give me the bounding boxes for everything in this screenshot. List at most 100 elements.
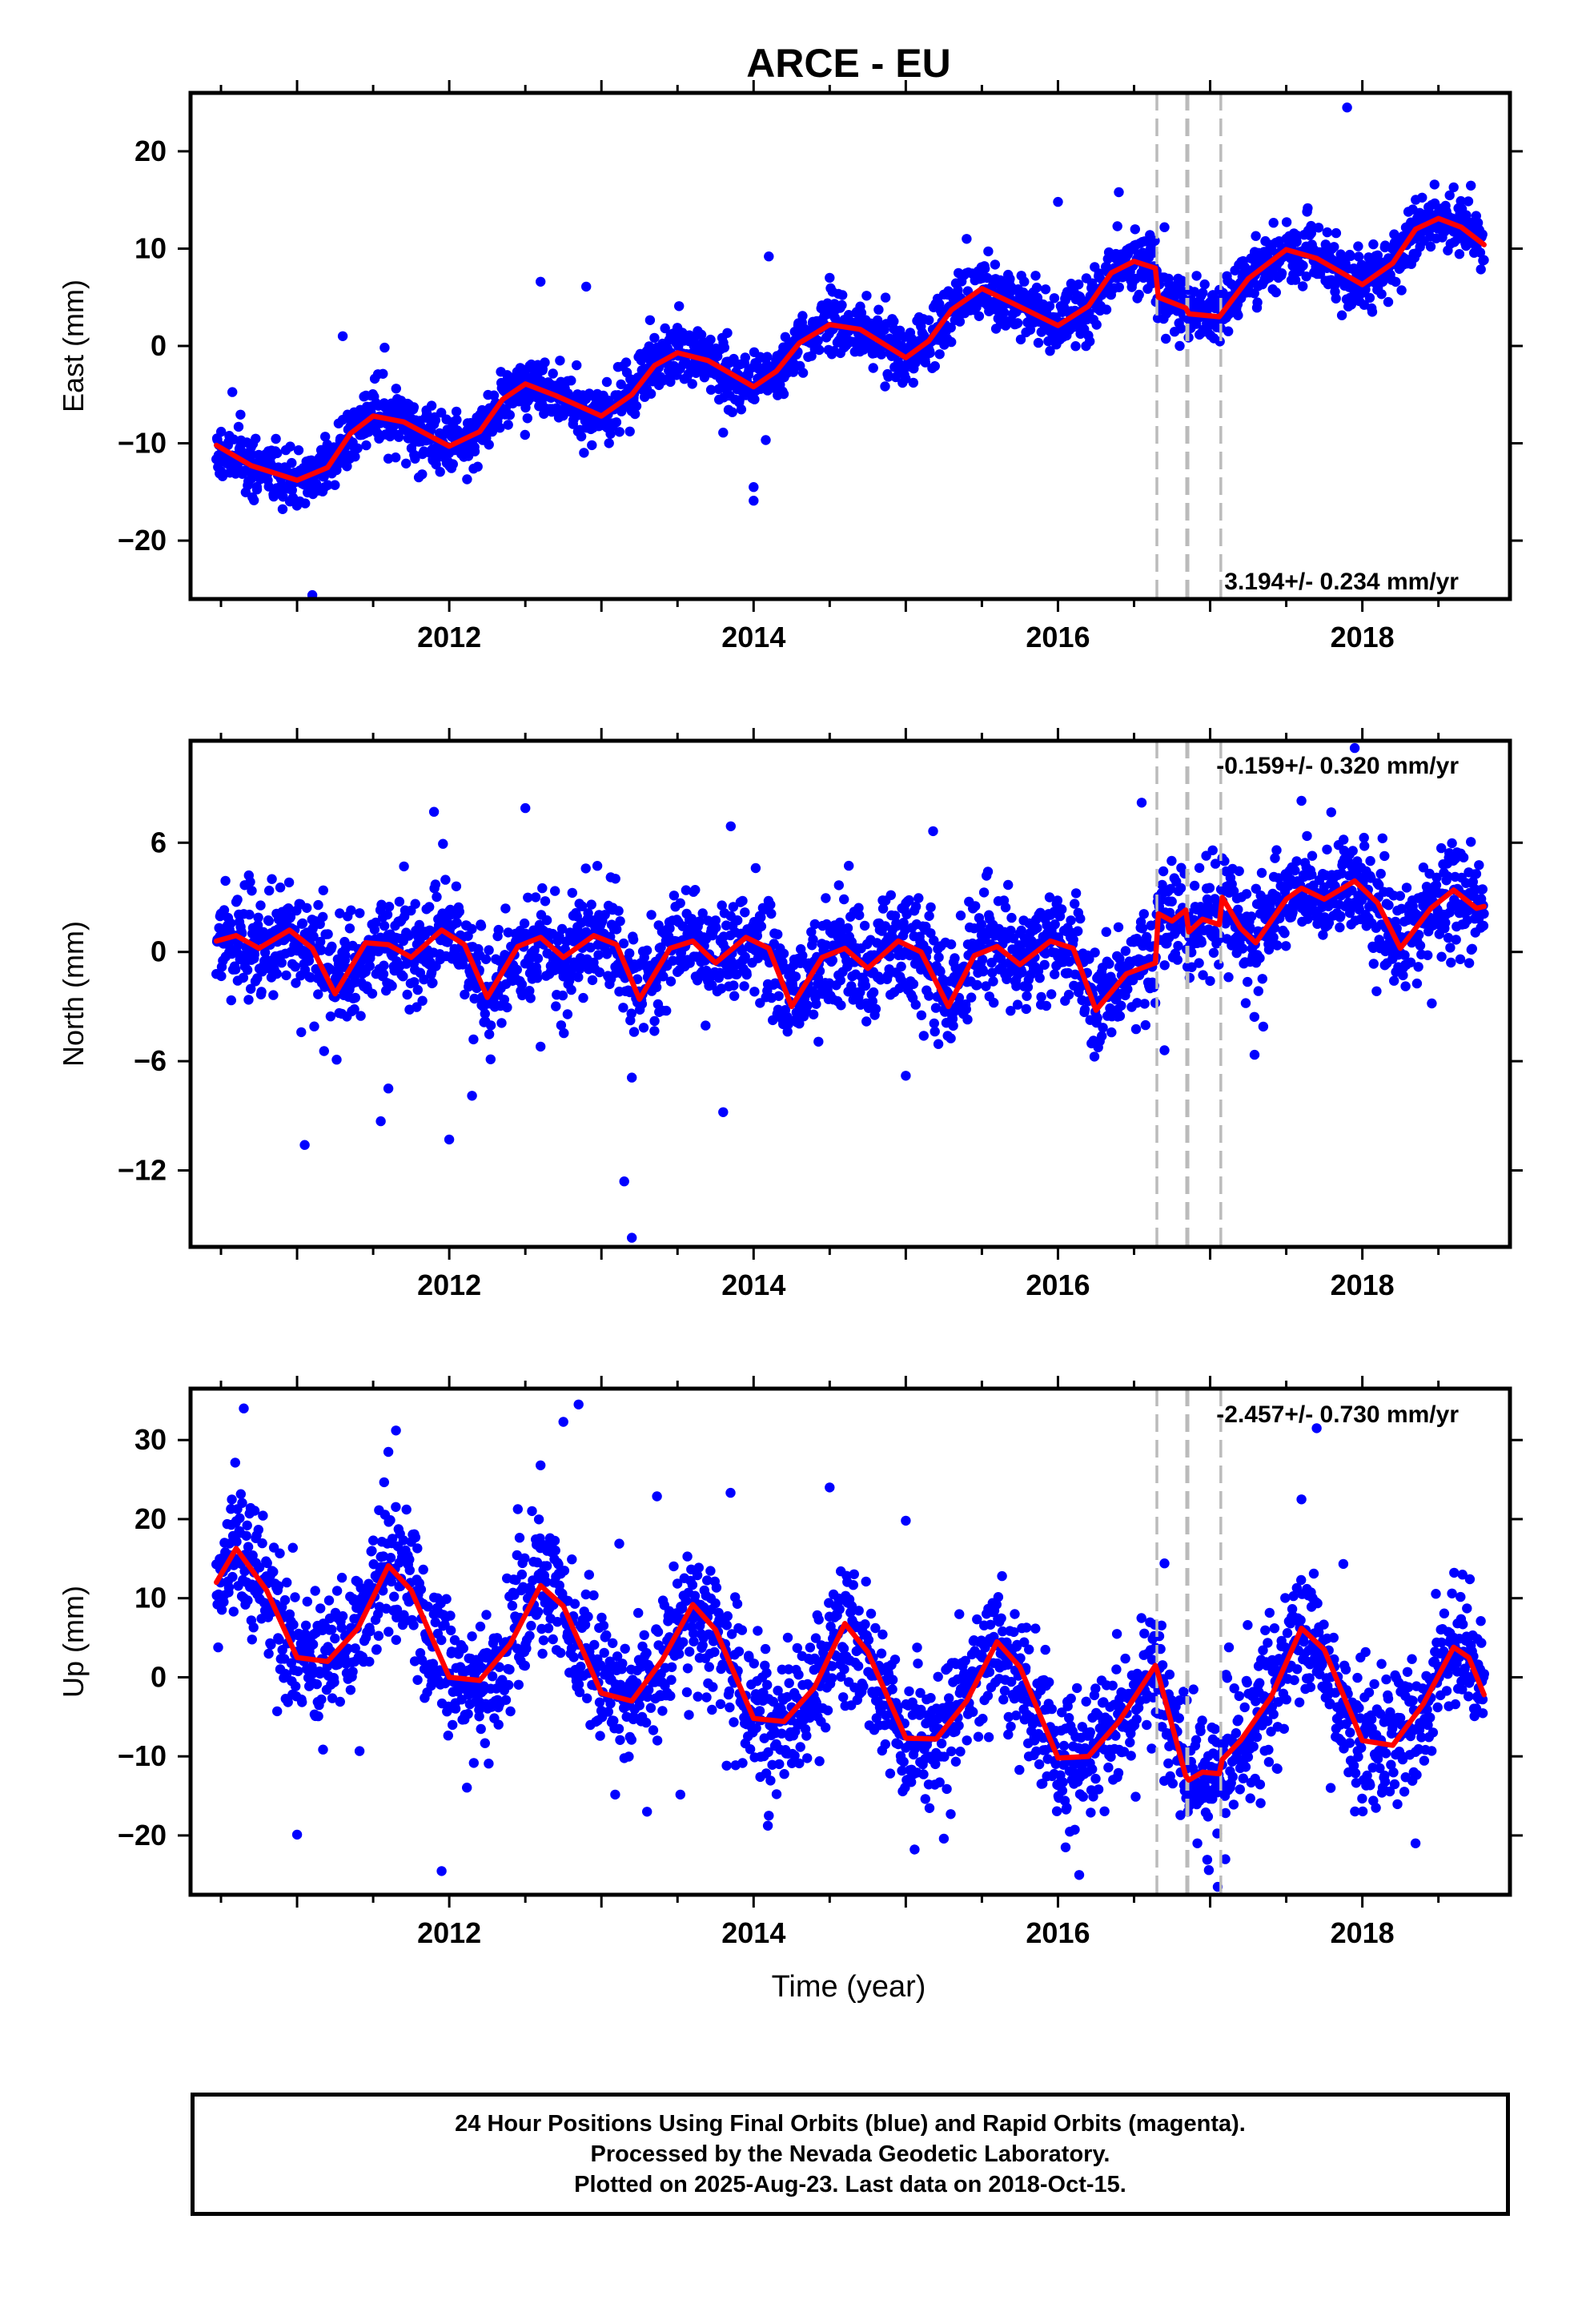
north-point (1479, 908, 1489, 919)
east-point (1456, 195, 1466, 207)
up-point (241, 1530, 251, 1542)
north-point (1405, 957, 1416, 968)
east-point (495, 423, 505, 433)
east-point (251, 433, 261, 444)
north-point (1396, 903, 1407, 915)
north-point (325, 1011, 336, 1022)
east-point (300, 498, 311, 509)
north-point (457, 959, 468, 970)
north-point (520, 802, 531, 814)
north-point (1006, 925, 1016, 936)
north-point (1436, 951, 1447, 962)
north-point (739, 981, 749, 991)
north-point (933, 1039, 944, 1049)
north-point (323, 929, 333, 939)
east-point (1331, 293, 1341, 304)
north-point (756, 921, 767, 931)
north-point (530, 892, 541, 903)
north-point (1186, 962, 1197, 972)
east-point (330, 480, 340, 490)
north-point (556, 1020, 567, 1031)
east-y-tick-label: 10 (135, 231, 167, 264)
east-point (889, 316, 899, 327)
north-point (811, 999, 821, 1009)
north-point (710, 915, 721, 926)
east-point (880, 381, 890, 392)
north-point (276, 958, 287, 968)
east-point (1112, 221, 1122, 231)
north-x-tick-label: 2016 (1026, 1269, 1090, 1301)
north-point (1377, 833, 1388, 844)
east-point (990, 259, 1001, 270)
north-point (267, 874, 277, 884)
east-point (555, 356, 565, 366)
north-point (661, 1005, 672, 1016)
east-point (624, 426, 635, 436)
north-point (566, 984, 576, 995)
north-point (346, 905, 356, 915)
north-point (263, 915, 274, 927)
east-point (1268, 218, 1279, 228)
north-point (523, 892, 533, 903)
north-point (402, 989, 412, 1000)
east-y-tick-label: −20 (118, 524, 167, 557)
north-point (946, 1033, 956, 1043)
north-point (1204, 883, 1215, 893)
east-point (1030, 271, 1041, 281)
north-point (740, 951, 750, 963)
north-point (833, 880, 845, 891)
east-point (1463, 196, 1474, 207)
north-point (281, 970, 291, 981)
north-point (1245, 922, 1255, 933)
east-point (1045, 346, 1055, 356)
east-point (235, 409, 246, 420)
north-point (1104, 959, 1114, 969)
north-point (524, 986, 535, 996)
north-point (1105, 1003, 1115, 1014)
north-point (638, 1023, 649, 1033)
north-point (910, 999, 921, 1010)
north-point (981, 981, 991, 991)
north-point (624, 948, 635, 959)
east-point (1198, 287, 1208, 298)
north-point (460, 989, 470, 1000)
north-point (1471, 869, 1482, 879)
north-point (1046, 989, 1057, 999)
north-point (1057, 904, 1067, 915)
east-point (649, 332, 660, 344)
north-point (1130, 1023, 1142, 1035)
north-point (1270, 853, 1280, 863)
north-point (275, 883, 286, 893)
north-point (827, 955, 838, 966)
north-point (618, 1003, 628, 1013)
north-point (802, 1000, 813, 1011)
north-point (740, 907, 750, 918)
north-point (839, 894, 849, 905)
east-point (924, 315, 934, 325)
east-point (611, 417, 622, 428)
east-point (435, 467, 445, 477)
up-point (249, 1506, 260, 1516)
east-point (413, 472, 424, 483)
north-point (934, 952, 944, 963)
north-point (593, 950, 604, 960)
north-point (472, 983, 482, 994)
north-point (398, 971, 408, 982)
up-point (275, 1548, 285, 1558)
north-point (649, 1026, 660, 1036)
north-point (1477, 884, 1488, 895)
north-point (966, 992, 977, 1003)
east-point (581, 281, 592, 292)
east-point (1019, 276, 1030, 287)
north-point (1150, 998, 1161, 1008)
north-point (291, 978, 301, 988)
north-point (619, 1176, 629, 1187)
north-point (485, 1054, 496, 1065)
up-point (235, 1489, 246, 1499)
north-point (1240, 998, 1251, 1008)
east-point (503, 420, 513, 430)
east-point (410, 453, 420, 464)
east-point (287, 485, 297, 496)
north-point (613, 906, 624, 916)
